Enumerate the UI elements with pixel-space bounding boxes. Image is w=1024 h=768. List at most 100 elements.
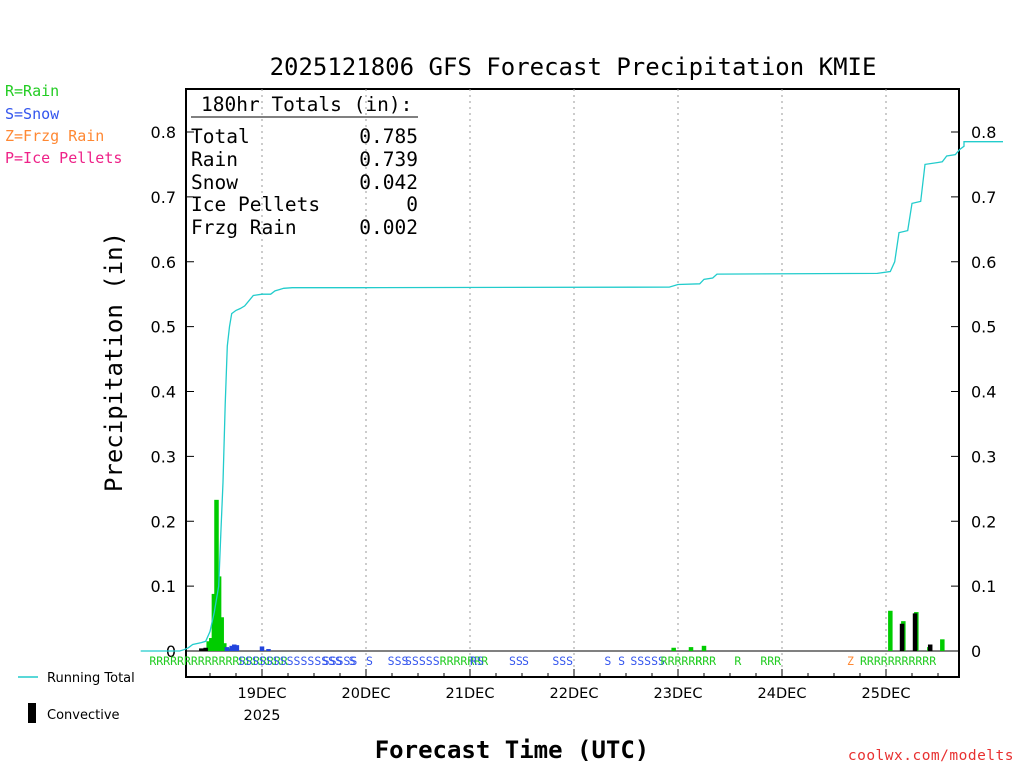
ptype-glyphs: S — [366, 654, 373, 668]
rain-bar — [214, 499, 219, 651]
y-axis-ticks: 0 0 0.1 0.1 0.2 0.2 0.3 0.3 0.4 0.4 0.5 0.5 0.6 0.6 0.… — [151, 123, 997, 661]
rain-bar — [211, 593, 217, 651]
totals-box: 180hr Totals (in): Total 0.785 Rain 0.73… — [191, 93, 418, 239]
y-tick-label-right: 0.3 — [971, 447, 996, 466]
snow-bar — [229, 645, 234, 651]
y-tick-label-right: 0.5 — [971, 318, 996, 337]
y-tick-label-right: 0.1 — [971, 577, 996, 596]
y-tick-label-left: 0.6 — [151, 253, 176, 272]
ptype-glyphs: SSSSS — [405, 654, 440, 668]
y-tick-label-right: 0.7 — [971, 188, 996, 207]
snow-bar — [259, 646, 265, 651]
x-tick-label: 20DEC — [342, 686, 391, 702]
ptype-glyphs: R R — [695, 654, 716, 668]
totals-label-rain: Rain — [191, 148, 238, 171]
ptype-glyphs: SSSSS — [630, 654, 665, 668]
y-tick-label-left: 0.5 — [151, 318, 176, 337]
running-total-line — [140, 141, 1003, 652]
x-tick-label: 19DEC — [238, 686, 287, 702]
snow-bar — [266, 649, 271, 651]
ptype-glyphs: SSS — [388, 654, 409, 668]
plot-frame — [185, 88, 960, 678]
x-axis-ticks: 19DEC 2025 20DEC 21DEC 22DEC 23DEC 24DEC 25DEC — [209, 669, 939, 724]
ptype-glyphs: S — [522, 654, 529, 668]
x-tick-label: 23DEC — [654, 686, 703, 702]
ptype-legend: R=Rain S=Snow Z=Frzg Rain P=Ice Pellets — [5, 82, 122, 167]
rain-bar — [671, 647, 676, 651]
y-axis-title: Precipitation (in) — [100, 232, 128, 492]
x-tick-label: 22DEC — [550, 686, 599, 702]
ptype-glyphs: RRR — [760, 654, 781, 668]
y-tick-label-right: 0.4 — [971, 383, 996, 402]
legend-frzg-rain: Z=Frzg Rain — [5, 127, 104, 145]
rain-bar — [222, 643, 227, 651]
legend-ice-pellets: P=Ice Pellets — [5, 149, 122, 167]
y-tick-label-left: 0.3 — [151, 447, 176, 466]
x-tick-label: 24DEC — [758, 686, 807, 702]
legend-running-total-label: Running Total — [47, 671, 135, 686]
x-tick-label: 25DEC — [862, 686, 911, 702]
rain-bar — [206, 641, 211, 651]
snow-bar — [224, 647, 230, 651]
totals-label-frzg-rain: Frzg Rain — [191, 216, 297, 239]
y-tick-label-right: 0 — [971, 642, 981, 661]
totals-value-ice-pellets: 0 — [406, 193, 418, 216]
convective-bar — [203, 647, 208, 651]
x-tick-label: 21DEC — [446, 686, 495, 702]
y-tick-label-left: 0.7 — [151, 188, 176, 207]
ptype-glyphs: S — [349, 654, 356, 668]
ptype-glyphs: SSS — [552, 654, 573, 668]
legend-convective-swatch — [28, 703, 36, 723]
legend-rain: R=Rain — [5, 82, 59, 100]
legend-convective-label: Convective — [47, 708, 120, 723]
rain-bar — [688, 647, 694, 651]
rain-bar — [888, 610, 893, 651]
y-tick-label-right: 0.2 — [971, 512, 996, 531]
ptype-glyphs: S S — [604, 654, 625, 668]
ptype-glyphs: RS — [470, 654, 484, 668]
ptype-glyphs: Z — [847, 654, 854, 668]
snow-bar — [234, 645, 240, 651]
y-tick-label-right: 0.8 — [971, 123, 996, 142]
rain-bar — [209, 638, 214, 651]
rain-bar — [216, 576, 222, 651]
ptype-glyphs: SSSSS — [323, 654, 358, 668]
rain-bar — [940, 639, 945, 651]
ptype-glyphs: SSSSSSSSSSSSSSS — [238, 654, 342, 668]
totals-value-snow: 0.042 — [359, 171, 418, 194]
totals-label-ice-pellets: Ice Pellets — [191, 193, 320, 216]
y-tick-label-left: 0.4 — [151, 383, 176, 402]
ptype-glyphs: RRRRRRRRRRRRRRRRRRRR — [149, 654, 288, 668]
x-tick-sublabel: 2025 — [244, 708, 281, 724]
y-tick-label-left: 0.8 — [151, 123, 176, 142]
convective-bar — [199, 648, 204, 651]
series-legend: Running Total Convective — [18, 671, 135, 723]
ptype-strip: RRRRRRRRRRRRRRRRRRRRSSSSSSSSSSSSSSSSSSSS… — [149, 654, 936, 668]
totals-value-rain: 0.739 — [359, 148, 418, 171]
footer-credit: coolwx.com/modelts — [848, 748, 1014, 764]
convective-bar — [927, 644, 933, 651]
ptype-glyphs: SS — [509, 654, 523, 668]
running-total-line-group — [140, 141, 1003, 652]
rain-bar — [219, 617, 224, 651]
convective-bar — [899, 623, 905, 651]
totals-label-snow: Snow — [191, 171, 238, 194]
totals-value-total: 0.785 — [359, 125, 418, 148]
snow-bar — [232, 644, 237, 651]
y-tick-label-left: 0.2 — [151, 512, 176, 531]
ptype-glyphs: R — [734, 654, 741, 668]
x-axis-title: Forecast Time (UTC) — [375, 736, 650, 764]
totals-header: 180hr Totals (in): — [201, 93, 412, 116]
gridlines — [186, 89, 959, 677]
precip-bars — [199, 499, 945, 651]
y-tick-label-right: 0.6 — [971, 253, 996, 272]
ptype-glyphs: RRRRRRRRRRR — [860, 654, 936, 668]
legend-snow: S=Snow — [5, 105, 60, 123]
y-tick-label-left: 0.1 — [151, 577, 176, 596]
ptype-glyphs: RRRRRRR — [661, 654, 710, 668]
totals-label-total: Total — [191, 125, 250, 148]
rain-bar — [701, 645, 707, 651]
chart-title: 2025121806 GFS Forecast Precipitation KM… — [270, 53, 877, 81]
ptype-glyphs: RRRRRRR — [440, 654, 489, 668]
